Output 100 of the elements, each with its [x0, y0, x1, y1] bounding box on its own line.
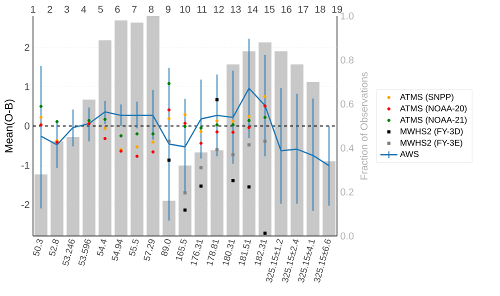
- x2-tick-label: 8: [148, 6, 154, 13]
- x2-tick-label: 12: [214, 6, 224, 13]
- x2-tick-label: 11: [197, 6, 207, 13]
- point: [167, 116, 171, 120]
- point: [231, 179, 235, 182]
- x-tick-label: 182.31: [254, 240, 268, 266]
- y2-tick-label: 0.0: [340, 232, 354, 240]
- x-tick-label: 180.31: [222, 240, 236, 266]
- x-tick-label: 176.31: [190, 240, 204, 266]
- point: [215, 98, 219, 102]
- point: [151, 140, 155, 144]
- point: [247, 118, 251, 122]
- x2-tick-label: 19: [332, 6, 342, 13]
- point: [231, 120, 235, 123]
- x2-tick-label: 7: [132, 6, 137, 13]
- x-tick-label: 181.51: [238, 240, 252, 266]
- y-tick-label: -2: [21, 201, 30, 208]
- point: [199, 130, 203, 134]
- point: [103, 118, 107, 121]
- point: [263, 232, 267, 235]
- point: [39, 104, 43, 108]
- point: [183, 191, 187, 194]
- point: [215, 130, 219, 134]
- x-tick-label: 89.0: [161, 239, 171, 256]
- legend-label: ATMS (SNPP): [400, 94, 454, 102]
- y-tick-label: 1: [25, 83, 30, 90]
- x-tick-label: 53.246: [62, 239, 75, 266]
- point: [39, 116, 43, 119]
- x2-tick-label: 4: [81, 6, 86, 13]
- point: [215, 119, 219, 122]
- x-tick-label: 165.5: [176, 238, 187, 261]
- point: [39, 123, 43, 126]
- point: [135, 154, 139, 158]
- point: [183, 124, 187, 128]
- legend-label: AWS: [400, 151, 419, 158]
- point: [247, 143, 251, 146]
- y-tick-label: 2: [24, 44, 30, 51]
- point: [167, 82, 171, 86]
- point: [167, 108, 171, 112]
- x2-tick-label: 16: [282, 6, 292, 13]
- y-axis-title: Mean(O-B): [4, 100, 15, 152]
- x2-tick-label: 5: [98, 6, 103, 13]
- point: [183, 113, 187, 116]
- x2-tick-label: 3: [64, 6, 70, 13]
- point: [247, 126, 251, 130]
- legend-label: MWHS2 (FY-3E): [400, 140, 462, 148]
- x2-tick-label: 15: [264, 6, 275, 13]
- point: [199, 184, 203, 188]
- point: [215, 148, 219, 152]
- x2-tick-label: 2: [48, 6, 52, 13]
- point: [199, 166, 203, 170]
- x2-tick-label: 13: [230, 6, 241, 13]
- y2-tick-label: 0.4: [340, 144, 354, 152]
- y2-tick-label: 0.6: [340, 100, 354, 108]
- point: [215, 123, 219, 126]
- legend-label: ATMS (NOAA-20): [400, 105, 467, 114]
- x2-tick-label: 9: [166, 6, 170, 13]
- legend-label: MWHS2 (FY-3D): [400, 128, 463, 136]
- point: [263, 140, 267, 143]
- point: [199, 142, 203, 145]
- point: [263, 94, 267, 98]
- point: [151, 150, 155, 154]
- x-tick-label: 53.596: [78, 239, 91, 266]
- point: [199, 126, 203, 130]
- x-tick-label: 52.8: [48, 239, 59, 256]
- point: [55, 120, 59, 124]
- point: [183, 122, 187, 125]
- point: [87, 118, 91, 122]
- point: [263, 116, 267, 119]
- x2-tick-label: 18: [315, 6, 326, 13]
- point: [231, 123, 235, 126]
- x2-tick-label: 17: [298, 6, 308, 13]
- x-tick-label: 54.94: [112, 239, 123, 261]
- point: [135, 132, 139, 136]
- point: [263, 104, 267, 108]
- point: [151, 132, 155, 136]
- x2-tick-label: 10: [180, 6, 190, 13]
- point: [119, 134, 123, 138]
- x2-tick-label: 6: [115, 6, 120, 13]
- point: [167, 158, 171, 162]
- y2-axis-title: Fraction of Observations: [360, 72, 368, 180]
- y-tick-label: 0: [24, 122, 30, 130]
- x-tick-label: 178.81: [206, 240, 220, 266]
- legend-label: ATMS (NOAA-21): [400, 116, 467, 125]
- point: [247, 185, 251, 188]
- y2-tick-label: 0.8: [340, 56, 354, 64]
- x-tick-label: 50.3: [32, 239, 43, 256]
- point: [231, 153, 235, 156]
- point: [167, 140, 171, 143]
- point: [231, 130, 235, 134]
- x2-tick-label: 1: [30, 6, 36, 13]
- x-tick-label: 55.5: [128, 238, 139, 256]
- point: [183, 208, 187, 212]
- point: [103, 136, 107, 140]
- y2-tick-label: 0.2: [340, 188, 354, 196]
- point: [103, 126, 107, 130]
- y2-tick-label: 1.0: [340, 12, 354, 20]
- point: [247, 114, 251, 118]
- x-tick-label: 57.29: [144, 239, 155, 261]
- point: [87, 122, 91, 126]
